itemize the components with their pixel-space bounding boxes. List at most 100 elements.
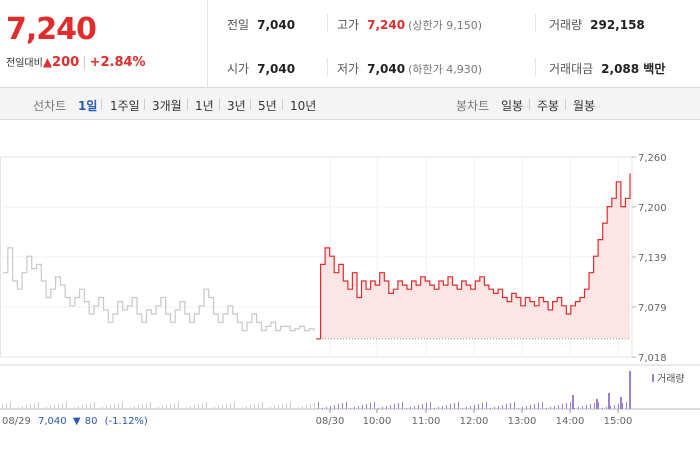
volume-bar — [362, 405, 363, 409]
volume-bar — [526, 406, 527, 409]
volume-bar — [506, 404, 507, 409]
volume-legend-swatch — [652, 374, 654, 382]
volume-bar — [546, 408, 547, 409]
volume-bar — [330, 406, 331, 409]
tab-1year[interactable]: 1년 — [195, 99, 214, 113]
volume-bar — [594, 403, 595, 409]
today-price-area — [316, 173, 630, 339]
y-tick-label: 7,079 — [638, 303, 667, 314]
volume-bar — [378, 408, 379, 409]
volume-bar — [10, 402, 11, 409]
volume-bar — [494, 407, 495, 409]
stat-low: 저가 7,040 (하한가 4,930) — [337, 60, 482, 77]
volume-bar — [282, 404, 283, 409]
y-axis: 7,260 7,200 7,139 7,079 7,018 — [632, 153, 667, 364]
volume-bar — [150, 402, 151, 409]
x-axis: 08/30 10:00 11:00 12:00 13:00 14:00 15:00 — [316, 409, 632, 427]
volume-bar — [110, 405, 111, 409]
volume-bar — [250, 405, 251, 409]
volume-bar — [446, 405, 447, 409]
stat-value: 7,240 — [367, 18, 406, 32]
volume-bar — [458, 402, 459, 409]
stat-label: 거래량 — [549, 18, 583, 32]
volume-bar — [162, 406, 163, 409]
tab-1week[interactable]: 1주일 — [110, 99, 140, 113]
volume-bar — [366, 404, 367, 409]
volume-bar — [386, 406, 387, 409]
volume-bar — [66, 402, 67, 409]
volume-bar — [210, 408, 211, 409]
volume-bar — [374, 402, 375, 409]
volume-bar — [522, 407, 523, 409]
intraday-price-chart: 7,260 7,200 7,139 7,079 7,018 08/30 10:00 11:0… — [0, 153, 700, 427]
stat-value: 7,040 — [367, 62, 406, 76]
volume-bar — [170, 404, 171, 409]
volume-bar — [450, 404, 451, 409]
tab-weekly-candle[interactable]: 주봉 — [537, 99, 560, 113]
stat-high: 고가 7,240 (상한가 9,150) — [337, 16, 482, 33]
volume-bar — [70, 408, 71, 409]
tab-3month[interactable]: 3개월 — [152, 99, 182, 113]
volume-bar — [542, 402, 543, 409]
volume-bar — [620, 397, 622, 409]
tab-monthly-candle[interactable]: 월봉 — [573, 99, 596, 113]
y-tick-label: 7,260 — [638, 153, 667, 164]
volume-bar — [114, 404, 115, 409]
volume-bar — [390, 405, 391, 409]
tab-separator — [187, 99, 188, 110]
volume-bar — [566, 403, 567, 409]
volume-bar — [138, 405, 139, 409]
volume-bar — [98, 408, 99, 409]
volume-bar — [454, 403, 455, 409]
volume-bar — [490, 408, 491, 409]
tab-daily-candle[interactable]: 일봉 — [501, 99, 524, 113]
volume-bar — [550, 407, 551, 409]
volume-bar — [78, 406, 79, 409]
volume-bar — [254, 404, 255, 409]
tab-separator — [565, 99, 566, 110]
price-lines — [3, 173, 631, 340]
tab-separator — [282, 99, 283, 110]
volume-bar — [334, 405, 335, 409]
volume-bar — [618, 404, 619, 409]
volume-bar — [50, 406, 51, 409]
prev-rate: (-1.12%) — [105, 416, 148, 427]
volume-bar — [158, 407, 159, 409]
y-tick-label: 7,200 — [638, 203, 667, 214]
volume-bar — [434, 408, 435, 409]
tab-3year[interactable]: 3년 — [227, 99, 246, 113]
tab-10year[interactable]: 10년 — [290, 99, 317, 113]
volume-bar — [462, 408, 463, 409]
tab-1day[interactable]: 1일 — [78, 99, 98, 113]
change-label: 전일대비 — [6, 58, 43, 69]
volume-bar — [298, 407, 299, 409]
prev-day-price-line — [3, 247, 315, 332]
volume-bar — [586, 405, 587, 409]
volume-bar — [290, 402, 291, 409]
volume-bar — [306, 405, 307, 409]
volume-bar — [430, 402, 431, 409]
volume-bar — [226, 404, 227, 409]
volume-bar — [582, 406, 583, 409]
volume-bar — [382, 407, 383, 409]
volume-bar — [258, 403, 259, 409]
volume-bar — [286, 403, 287, 409]
x-tick-label: 14:00 — [556, 416, 585, 427]
price-summary: 7,240 전일대비▲200 | +2.84% 전일 7,040 시가 7,040 고가… — [0, 0, 700, 88]
y-tick-label: 7,018 — [638, 353, 667, 364]
volume-bar — [578, 407, 579, 409]
volume-bar — [34, 403, 35, 409]
change-separator: | — [82, 55, 87, 70]
volume-bar — [146, 403, 147, 409]
volume-bar — [626, 402, 627, 409]
tab-5year[interactable]: 5년 — [258, 99, 277, 113]
current-price-box: 7,240 전일대비▲200 | +2.84% — [0, 0, 208, 88]
upper-limit: (상한가 9,150) — [408, 19, 482, 32]
volume-bar — [502, 405, 503, 409]
volume-bar — [370, 403, 371, 409]
change-value: 200 — [52, 55, 80, 70]
volume-bar — [122, 402, 123, 409]
volume-bar — [26, 405, 27, 409]
volume-bar — [234, 402, 235, 409]
chart-period-tabs: 선차트 1일 1주일 3개월 1년 3년 5년 10년 봉차트 일봉 주봉 월봉 — [0, 88, 700, 120]
